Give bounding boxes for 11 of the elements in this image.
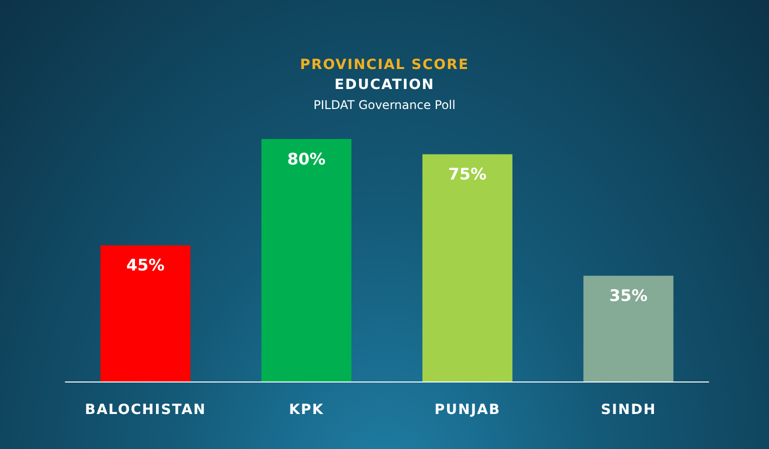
data-label: 75% [448,164,487,184]
x-tick-label: SINDH [600,402,656,418]
data-label: 35% [609,286,648,306]
text: PILDAT Governance Poll [312,97,456,114]
x-tick-label: KPK [289,402,324,418]
chart-title: PROVINCIAL SCORE [298,56,470,75]
data-label: 45% [126,256,165,275]
x-tick-label: PUNJAB [434,402,501,418]
data-label: 80% [287,149,326,168]
chart-subtitle: EDUCATION [334,76,436,95]
x-tick-label: BALOCHISTAN [84,402,206,418]
